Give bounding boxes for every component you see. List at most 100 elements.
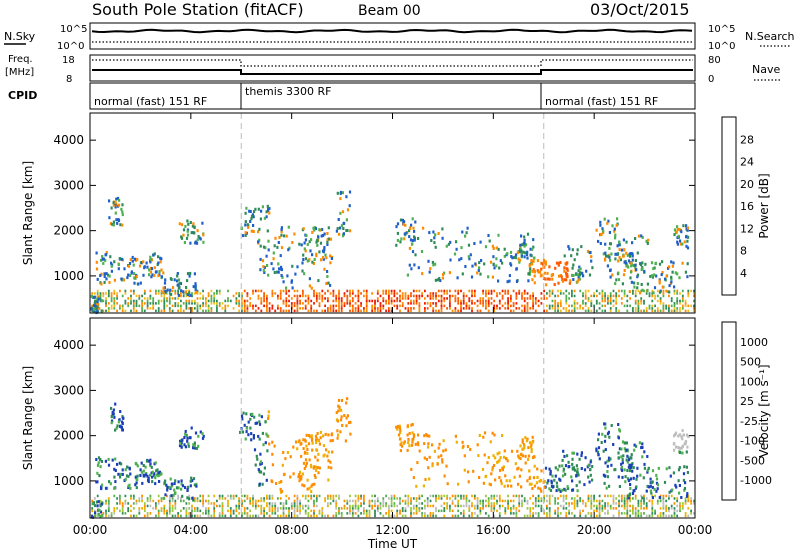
heatmap-cell xyxy=(617,271,620,275)
heatmap-cell xyxy=(493,266,496,270)
heatmap-cell xyxy=(693,502,695,505)
heatmap-cell xyxy=(625,441,628,445)
heatmap-cell xyxy=(681,299,684,303)
heatmap-cell xyxy=(548,509,551,513)
heatmap-cell xyxy=(602,252,605,256)
heatmap-cell xyxy=(349,507,351,510)
heatmap-cell xyxy=(144,465,147,469)
heatmap-cell xyxy=(496,499,498,503)
heatmap-cell xyxy=(668,507,670,510)
heatmap-cell xyxy=(155,502,157,505)
heatmap-cell xyxy=(446,289,448,293)
heatmap-cell xyxy=(549,472,552,476)
heatmap-cell xyxy=(507,504,509,508)
heatmap-cell xyxy=(128,262,132,265)
colorbar-tick-label: -500 xyxy=(740,454,765,467)
heatmap-cell xyxy=(443,502,446,505)
heatmap-cell xyxy=(467,480,470,484)
heatmap-cell xyxy=(390,307,393,310)
heatmap-cell xyxy=(629,270,633,274)
heatmap-cell xyxy=(623,504,626,508)
heatmap-cell xyxy=(640,299,643,303)
heatmap-cell xyxy=(136,464,139,468)
heatmap-cell xyxy=(390,497,393,500)
heatmap-cell xyxy=(179,442,182,445)
heatmap-cell xyxy=(180,299,182,303)
heatmap-cell xyxy=(213,302,216,305)
heatmap-cell xyxy=(492,255,495,259)
heatmap-cell xyxy=(303,272,306,276)
heatmap-cell xyxy=(388,302,390,305)
heatmap-cell xyxy=(410,292,412,295)
heatmap-cell xyxy=(207,499,210,503)
heatmap-cell xyxy=(587,475,590,479)
heatmap-cell xyxy=(178,222,181,226)
heatmap-cell xyxy=(457,299,460,303)
heatmap-cell xyxy=(531,278,534,282)
heatmap-cell xyxy=(105,512,107,515)
heatmap-cell xyxy=(467,243,471,247)
heatmap-cell xyxy=(210,307,213,310)
heatmap-cell xyxy=(196,238,199,242)
heatmap-cell xyxy=(303,451,306,455)
heatmap-cell xyxy=(627,496,630,500)
heatmap-cell xyxy=(557,512,559,515)
heatmap-cell xyxy=(279,292,282,295)
heatmap-cell xyxy=(611,273,614,277)
heatmap-cell xyxy=(523,255,526,259)
heatmap-cell xyxy=(686,262,689,266)
heatmap-cell xyxy=(629,297,631,300)
heatmap-cell xyxy=(267,248,270,252)
heatmap-cell xyxy=(207,512,210,515)
heatmap-cell xyxy=(684,270,687,274)
heatmap-cell xyxy=(130,504,132,508)
heatmap-cell xyxy=(573,299,576,303)
heatmap-cell xyxy=(579,512,582,515)
heatmap-cell xyxy=(113,475,116,479)
heatmap-cell xyxy=(108,216,111,220)
heatmap-cell xyxy=(121,420,124,424)
heatmap-cell xyxy=(311,253,314,257)
heatmap-cell xyxy=(157,514,160,518)
heatmap-cell xyxy=(417,443,420,447)
heatmap-cell xyxy=(406,433,409,437)
heatmap-cell xyxy=(412,226,415,230)
heatmap-cell xyxy=(413,236,416,240)
heatmap-cell xyxy=(289,455,292,459)
heatmap-cell xyxy=(629,514,631,518)
heatmap-cell xyxy=(614,252,617,256)
heatmap-cell xyxy=(129,274,132,277)
x-tick-label: 20:00 xyxy=(577,523,612,537)
heatmap-cell xyxy=(673,289,676,293)
heatmap-cell xyxy=(604,304,606,308)
heatmap-cell xyxy=(280,480,283,484)
heatmap-cell xyxy=(610,252,613,256)
heatmap-cell xyxy=(544,277,547,281)
heatmap-cell xyxy=(598,457,601,461)
heatmap-cell xyxy=(533,269,537,273)
heatmap-cell xyxy=(440,509,443,513)
heatmap-cell xyxy=(449,289,451,293)
heatmap-cell xyxy=(162,271,165,275)
heatmap-cell xyxy=(238,299,240,303)
heatmap-cell xyxy=(676,297,679,300)
heatmap-cell xyxy=(393,304,396,308)
heatmap-cell xyxy=(407,499,410,503)
heatmap-cell xyxy=(518,307,521,310)
heatmap-cell xyxy=(557,514,559,518)
heatmap-cell xyxy=(285,514,288,518)
heatmap-cell xyxy=(634,497,637,500)
heatmap-cell xyxy=(399,309,401,313)
heatmap-cell xyxy=(637,509,640,513)
heatmap-cell xyxy=(681,294,684,298)
heatmap-cell xyxy=(631,258,634,262)
heatmap-cell xyxy=(626,454,629,458)
heatmap-cell xyxy=(526,502,529,505)
heatmap-cell xyxy=(584,292,587,295)
heatmap-cell xyxy=(399,502,401,505)
heatmap-cell xyxy=(171,509,174,513)
heatmap-cell xyxy=(641,496,644,500)
heatmap-cell xyxy=(325,282,328,285)
heatmap-cell xyxy=(590,294,593,298)
heatmap-cell xyxy=(595,507,598,510)
